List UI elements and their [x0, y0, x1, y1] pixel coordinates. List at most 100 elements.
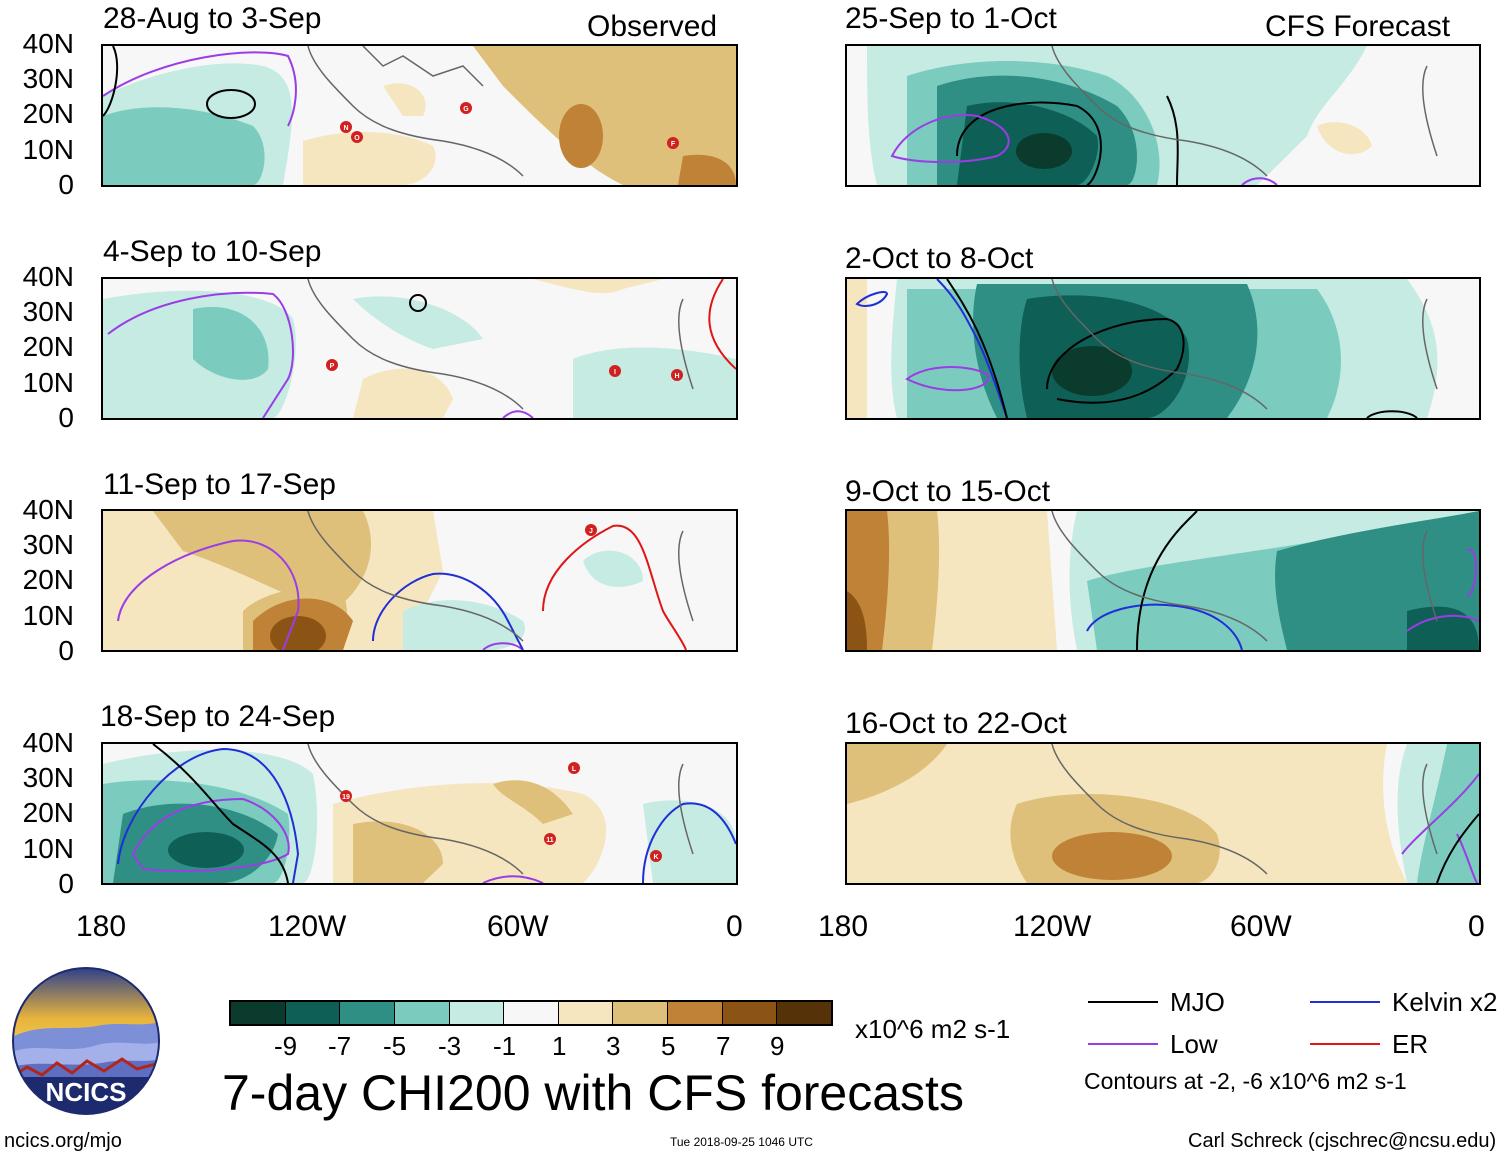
storm-marker-11 [544, 833, 556, 845]
colorbar-swatch [722, 1002, 778, 1024]
storm-label: O [354, 135, 360, 142]
storm-marker-p [326, 359, 338, 371]
footer-timestamp: Tue 2018-09-25 1046 UTC [670, 1135, 813, 1149]
storm-marker-l [568, 762, 580, 774]
storm-label: P [330, 363, 335, 370]
lat-label: 0 [58, 169, 74, 200]
legend-note: Contours at -2, -6 x10^6 m2 s-1 [1084, 1068, 1407, 1094]
legend-line-kelvin [1310, 1001, 1380, 1003]
lat-label: 10N [22, 134, 74, 165]
lon-label-fc: 120W [1013, 910, 1092, 943]
colorbar-tick: -7 [328, 1031, 352, 1061]
lon-label-obs: 180 [76, 910, 127, 943]
map-panel-fc-2 [845, 277, 1481, 420]
colorbar-tick: -5 [383, 1031, 407, 1061]
lat-label: 10N [22, 600, 74, 631]
colorbar-tick: 7 [716, 1031, 731, 1061]
colorbar-swatch [668, 1002, 723, 1024]
lat-label: 0 [58, 868, 74, 899]
storm-label: F [671, 141, 676, 148]
map-panel-obs-2: P I H [101, 277, 738, 420]
storm-label: K [653, 854, 658, 861]
legend-line-mjo [1088, 1001, 1158, 1003]
panel-title-fc-1: 25-Sep to 1-Oct [845, 2, 1057, 35]
lat-label: 20N [22, 564, 74, 595]
colorbar-tick: -9 [274, 1031, 298, 1061]
storm-marker-h [671, 369, 683, 381]
lat-label: 0 [58, 402, 74, 433]
main-title: 7-day CHI200 with CFS forecasts [222, 1065, 964, 1121]
map-panel-fc-4 [845, 742, 1481, 885]
colorbar-tick: -3 [438, 1031, 462, 1061]
storm-marker-i [609, 365, 621, 377]
lon-label-fc: 180 [818, 910, 869, 943]
lat-label: 40N [22, 261, 74, 292]
lat-label: 30N [22, 296, 74, 327]
storm-markers: NO G F [340, 102, 679, 149]
storm-marker-19 [340, 790, 352, 802]
colorbar-swatch [613, 1002, 669, 1024]
observed-label: Observed [587, 10, 718, 43]
legend-line-er [1310, 1043, 1380, 1045]
colorbar-swatch [504, 1002, 559, 1024]
lat-label: 10N [22, 833, 74, 864]
colorbar-swatch [777, 1002, 832, 1024]
map-panel-fc-3 [845, 509, 1481, 652]
colorbar-tick: 1 [552, 1031, 567, 1061]
lat-label: 20N [22, 98, 74, 129]
colorbar-tick: 5 [661, 1031, 676, 1061]
forecast-label: CFS Forecast [1265, 10, 1451, 43]
colorbar-tick: 9 [770, 1031, 785, 1061]
map-panel-obs-3: J [101, 509, 738, 652]
lat-label: 30N [22, 529, 74, 560]
colorbar-swatch [558, 1002, 614, 1024]
colorbar-swatch [231, 1002, 286, 1024]
lat-label: 20N [22, 331, 74, 362]
panel-title-obs-3: 11-Sep to 17-Sep [103, 468, 336, 501]
lat-label: 40N [22, 494, 74, 525]
storm-label: N [343, 125, 348, 132]
storm-label: 19 [342, 794, 350, 801]
panel-title-fc-3: 9-Oct to 15-Oct [845, 475, 1051, 508]
storm-label: L [572, 766, 577, 773]
legend-label-mjo: MJO [1170, 987, 1225, 1017]
lon-label-obs: 60W [487, 910, 549, 943]
lat-label: 40N [22, 727, 74, 758]
ncics-logo: NCICS [12, 967, 160, 1115]
panel-title-obs-1: 28-Aug to 3-Sep [103, 2, 322, 35]
colorbar-swatch [285, 1002, 341, 1024]
colorbar-swatch [394, 1002, 450, 1024]
storm-marker-k [650, 850, 662, 862]
lon-label-fc: 60W [1230, 910, 1292, 943]
storm-label: I [614, 369, 616, 376]
footer-site: ncics.org/mjo [4, 1130, 122, 1152]
storm-marker-j [585, 524, 597, 536]
lat-label: 30N [22, 762, 74, 793]
storm-label: G [463, 106, 469, 113]
legend-label-low: Low [1170, 1029, 1218, 1059]
colorbar [229, 1000, 833, 1026]
panel-title-fc-2: 2-Oct to 8-Oct [845, 242, 1034, 275]
legend-label-kelvin: Kelvin x2 [1392, 987, 1498, 1017]
legend-label-er: ER [1392, 1029, 1429, 1059]
panel-title-obs-4: 18-Sep to 24-Sep [100, 700, 336, 733]
colorbar-units: x10^6 m2 s-1 [855, 1014, 1011, 1044]
colorbar-tick: -1 [493, 1031, 517, 1061]
storm-marker-f [667, 137, 679, 149]
storm-marker-n [340, 121, 352, 133]
storm-marker-g [460, 102, 472, 114]
legend-line-low [1088, 1043, 1158, 1045]
storm-marker-o [351, 131, 363, 143]
map-panel-fc-1 [845, 44, 1481, 187]
lon-label-fc: 0 [1468, 910, 1485, 943]
colorbar-swatch [340, 1002, 395, 1024]
lat-label: 30N [22, 63, 74, 94]
lat-label: 20N [22, 797, 74, 828]
colorbar-swatch [449, 1002, 505, 1024]
logo-text: NCICS [46, 1077, 127, 1107]
lat-label: 40N [22, 28, 74, 59]
panel-title-obs-2: 4-Sep to 10-Sep [103, 235, 322, 268]
lon-label-obs: 120W [268, 910, 347, 943]
lat-label: 0 [58, 635, 74, 666]
